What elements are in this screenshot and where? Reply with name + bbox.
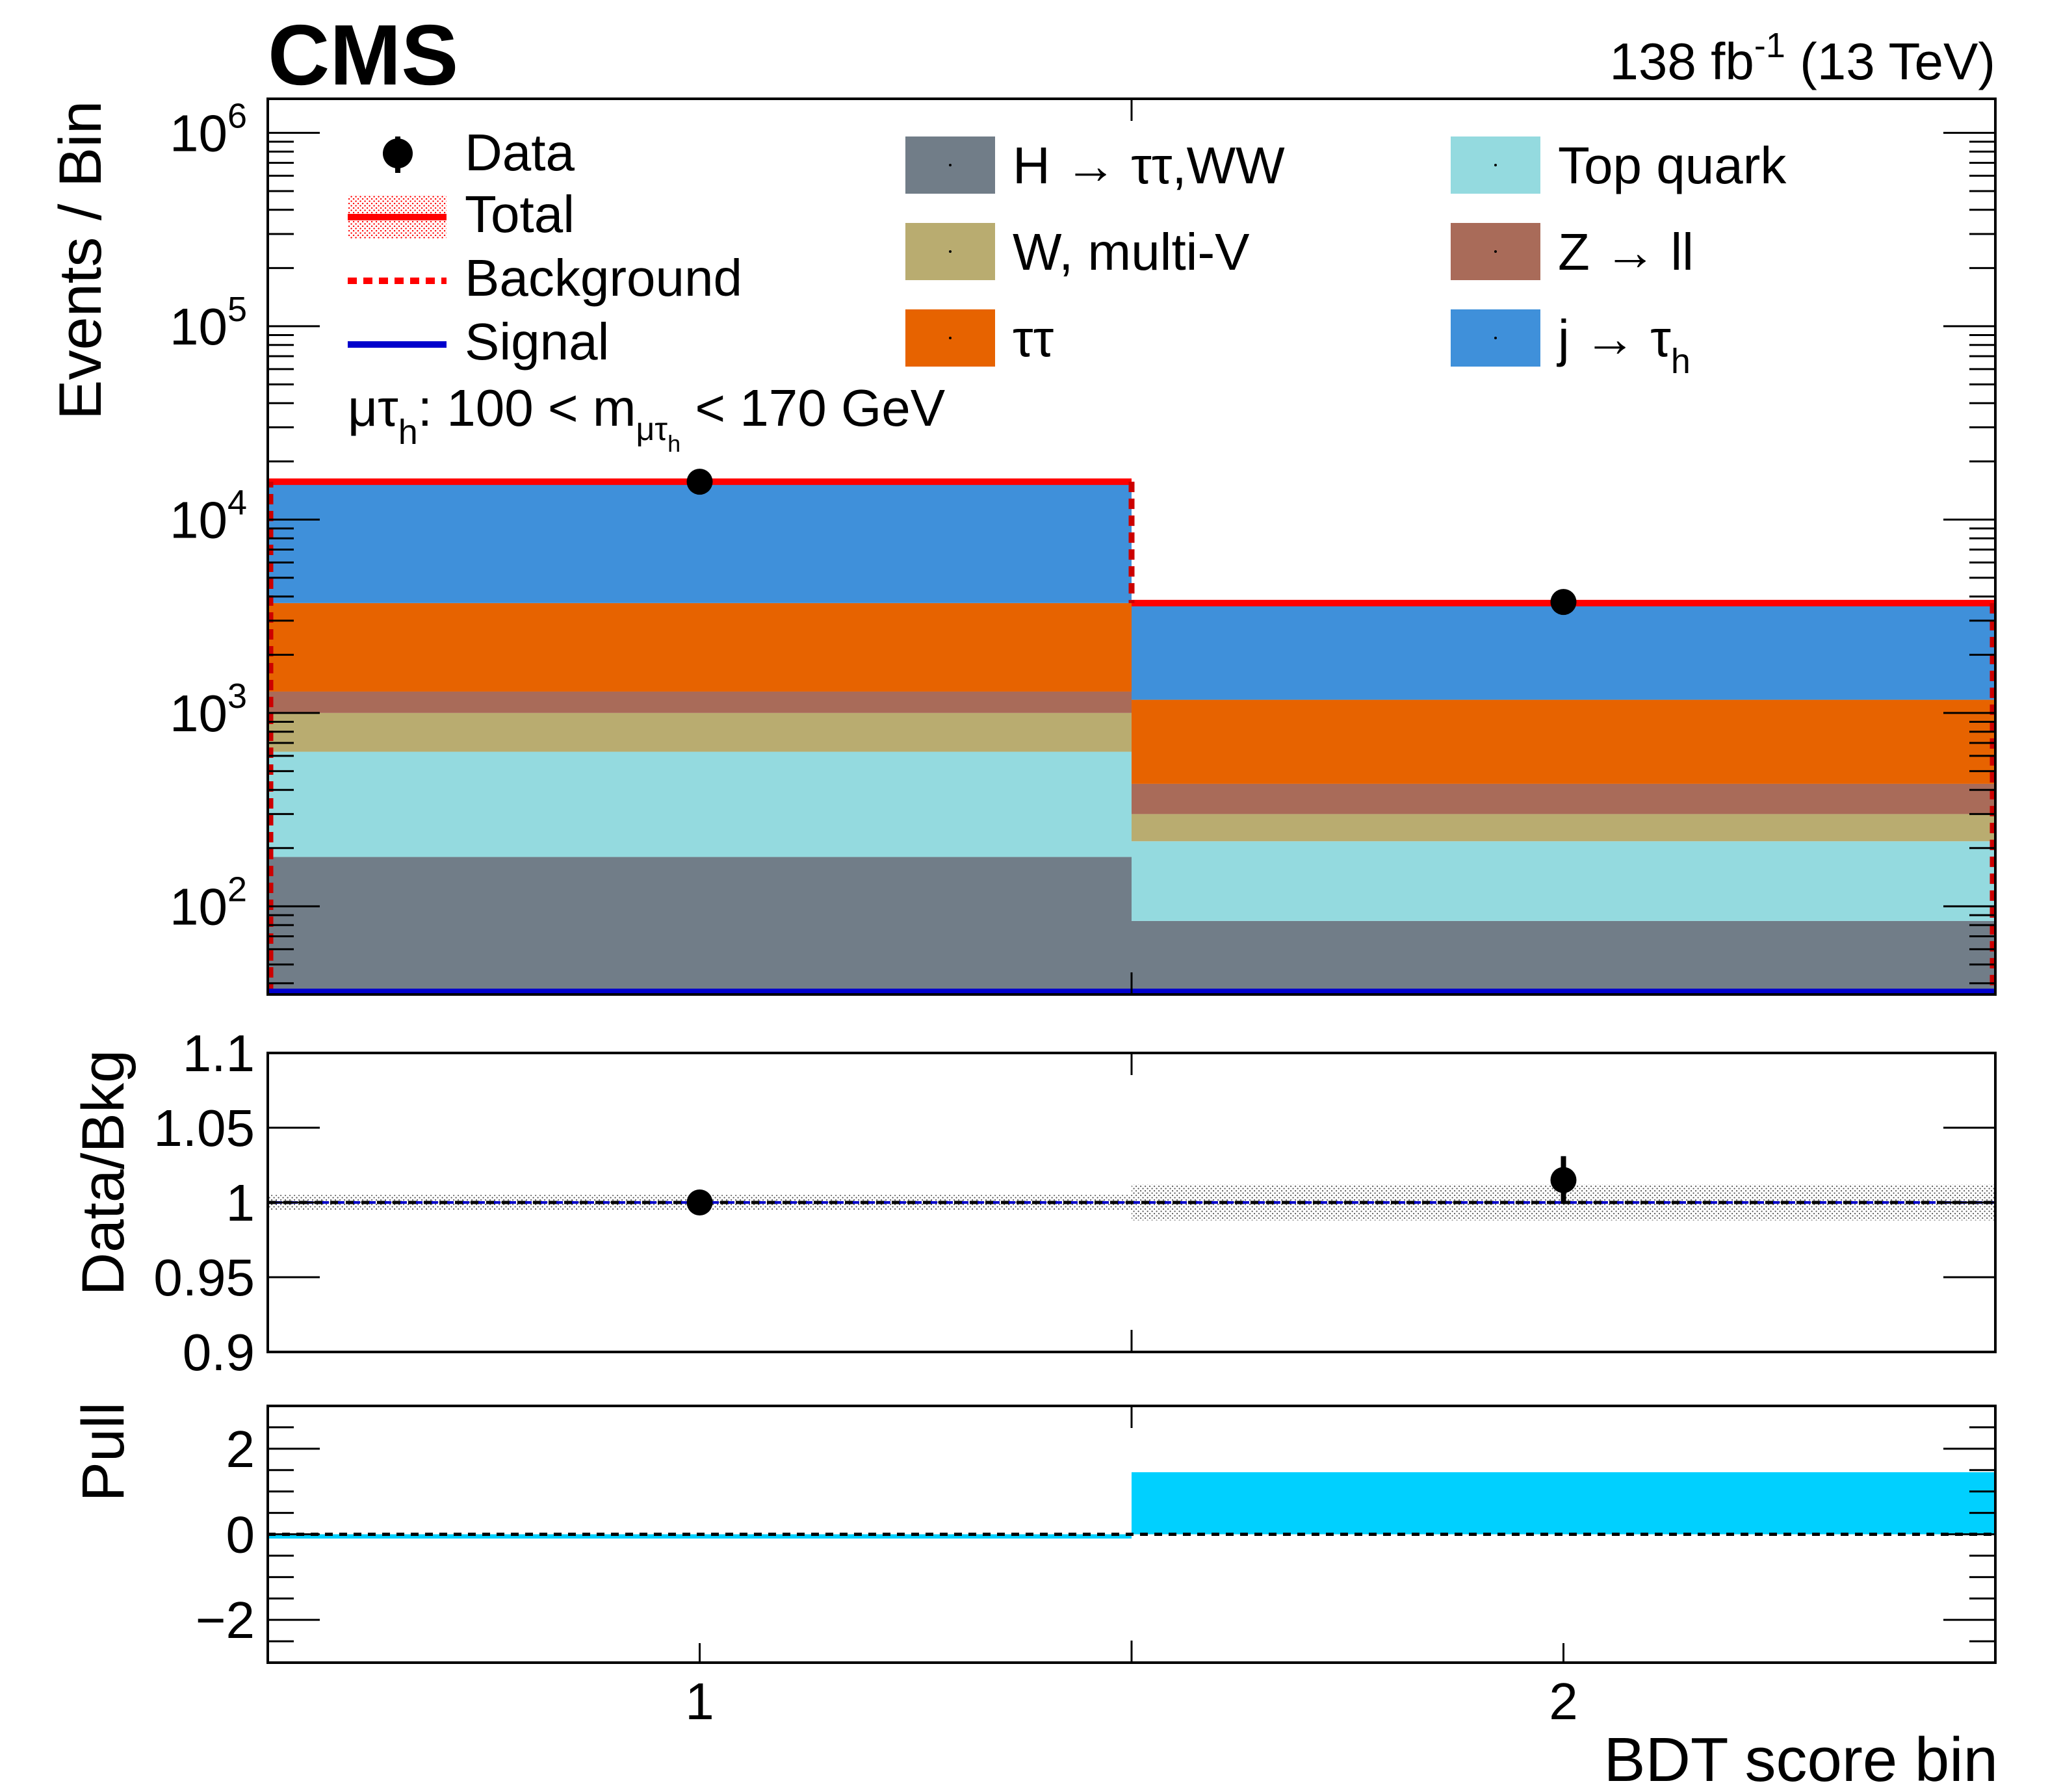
data-point-bin2 — [1550, 589, 1577, 616]
ratio-content — [268, 1156, 1995, 1221]
ratio-y-axis-ticks: 0.9 0.95 1 1.05 1.1 — [153, 1024, 1995, 1381]
legend-label-htt: H → ττ,WW — [1013, 136, 1285, 194]
ratio-panel: 0.9 0.95 1 1.05 1.1 Data/Bkg — [70, 1024, 1997, 1381]
ratio-frame — [266, 1052, 1997, 1353]
x-tick-label: 1 — [685, 1672, 714, 1730]
legend-marker-jtau — [1494, 337, 1497, 339]
category-label: μτh: 100 < mμτh < 170 GeV — [348, 379, 946, 457]
ratio-point-bin2 — [1550, 1167, 1577, 1193]
main-y-axis-label: Events / Bin — [47, 101, 114, 420]
ratio-y-axis-label: Data/Bkg — [70, 1050, 136, 1295]
legend-label-zll: Z → ll — [1558, 223, 1694, 281]
x-tick-label: 2 — [1549, 1672, 1578, 1730]
legend-entry-jtau: j → τh — [1451, 309, 1691, 381]
bar-h-ww-bin1 — [268, 857, 1132, 994]
bar---bin1 — [268, 603, 1132, 692]
stacked-histogram — [268, 482, 1995, 994]
pull-y-tick-label: 2 — [226, 1420, 255, 1478]
bar-top-quark-bin1 — [268, 751, 1132, 857]
y-tick-label: 105 — [170, 290, 247, 356]
ratio-y-tick-label: 1.1 — [183, 1024, 255, 1082]
legend-entry-tautau: ττ — [905, 309, 1054, 367]
pull-content — [268, 1472, 1995, 1539]
legend: Data Total Background Signal H → ττ,WW To… — [348, 123, 1787, 457]
legend-marker-zll — [1494, 250, 1497, 253]
lumi-value: 138 — [1609, 32, 1696, 90]
background-line — [267, 482, 1996, 994]
ratio-y-tick-label: 1 — [226, 1174, 255, 1232]
lumi-unit: fb — [1711, 32, 1754, 90]
data-points — [686, 469, 1577, 616]
pull-bar-bin1 — [268, 1534, 1132, 1539]
legend-entry-htt: H → ττ,WW — [905, 136, 1285, 194]
pull-y-axis-label: Pull — [70, 1402, 136, 1501]
legend-entry-zll: Z → ll — [1451, 223, 1694, 281]
data-point-bin1 — [686, 469, 713, 495]
legend-label-tautau: ττ — [1013, 309, 1054, 367]
svg-text:Data: Data — [465, 123, 575, 181]
bar-top-quark-bin2 — [1132, 841, 1995, 921]
svg-text:Signal: Signal — [465, 313, 609, 370]
legend-total: Total — [348, 185, 575, 243]
bar-z-ll-bin1 — [268, 691, 1132, 713]
legend-stack-entries: H → ττ,WW Top quark W, multi-V Z → ll ττ j → … — [905, 136, 1787, 381]
y-tick-label: 103 — [170, 677, 247, 742]
lumi-exponent: -1 — [1754, 26, 1785, 65]
bar-z-ll-bin2 — [1132, 783, 1995, 814]
main-frame — [266, 97, 1997, 996]
svg-text:Total: Total — [465, 185, 575, 243]
legend-entry-top: Top quark — [1451, 136, 1787, 194]
y-tick-label: 102 — [170, 870, 247, 935]
legend-marker-top — [1494, 164, 1497, 166]
ratio-point-bin1 — [686, 1189, 713, 1215]
y-tick-label: 106 — [170, 96, 247, 162]
legend-entry-wmv: W, multi-V — [905, 223, 1250, 281]
bar-w-multi-v-bin2 — [1132, 814, 1995, 842]
legend-label-top: Top quark — [1558, 136, 1787, 194]
pull-bar-bin2 — [1132, 1472, 1995, 1535]
experiment-label: CMS — [268, 7, 458, 103]
bar-j-h-bin1 — [268, 482, 1132, 603]
pull-frame — [266, 1405, 1997, 1664]
pull-y-tick-label: −2 — [196, 1591, 255, 1649]
pull-y-tick-label: 0 — [226, 1506, 255, 1564]
bar-j-h-bin2 — [1132, 603, 1995, 700]
ratio-y-tick-label: 1.05 — [153, 1099, 255, 1157]
bar-h-ww-bin2 — [1132, 920, 1995, 994]
energy-label: (13 TeV) — [1800, 32, 1995, 90]
y-tick-label: 104 — [170, 483, 247, 549]
ratio-y-tick-label: 0.95 — [153, 1249, 255, 1306]
legend-label-jtau: j → τh — [1557, 309, 1691, 381]
lumi-label: 138 fb-1 (13 TeV) — [1609, 26, 1995, 90]
bar---bin2 — [1132, 699, 1995, 784]
legend-background: Background — [348, 249, 742, 307]
legend-data: Data — [383, 123, 575, 181]
legend-marker-htt — [949, 164, 952, 166]
x-axis-label: BDT score bin — [1604, 1725, 1998, 1792]
bar-w-multi-v-bin1 — [268, 712, 1132, 752]
legend-label-wmv: W, multi-V — [1013, 223, 1250, 281]
legend-marker-wmv — [949, 250, 952, 253]
svg-text:Background: Background — [465, 249, 742, 307]
ratio-y-tick-label: 0.9 — [183, 1323, 255, 1381]
legend-signal: Signal — [348, 313, 609, 370]
legend-marker-tautau — [949, 337, 952, 339]
